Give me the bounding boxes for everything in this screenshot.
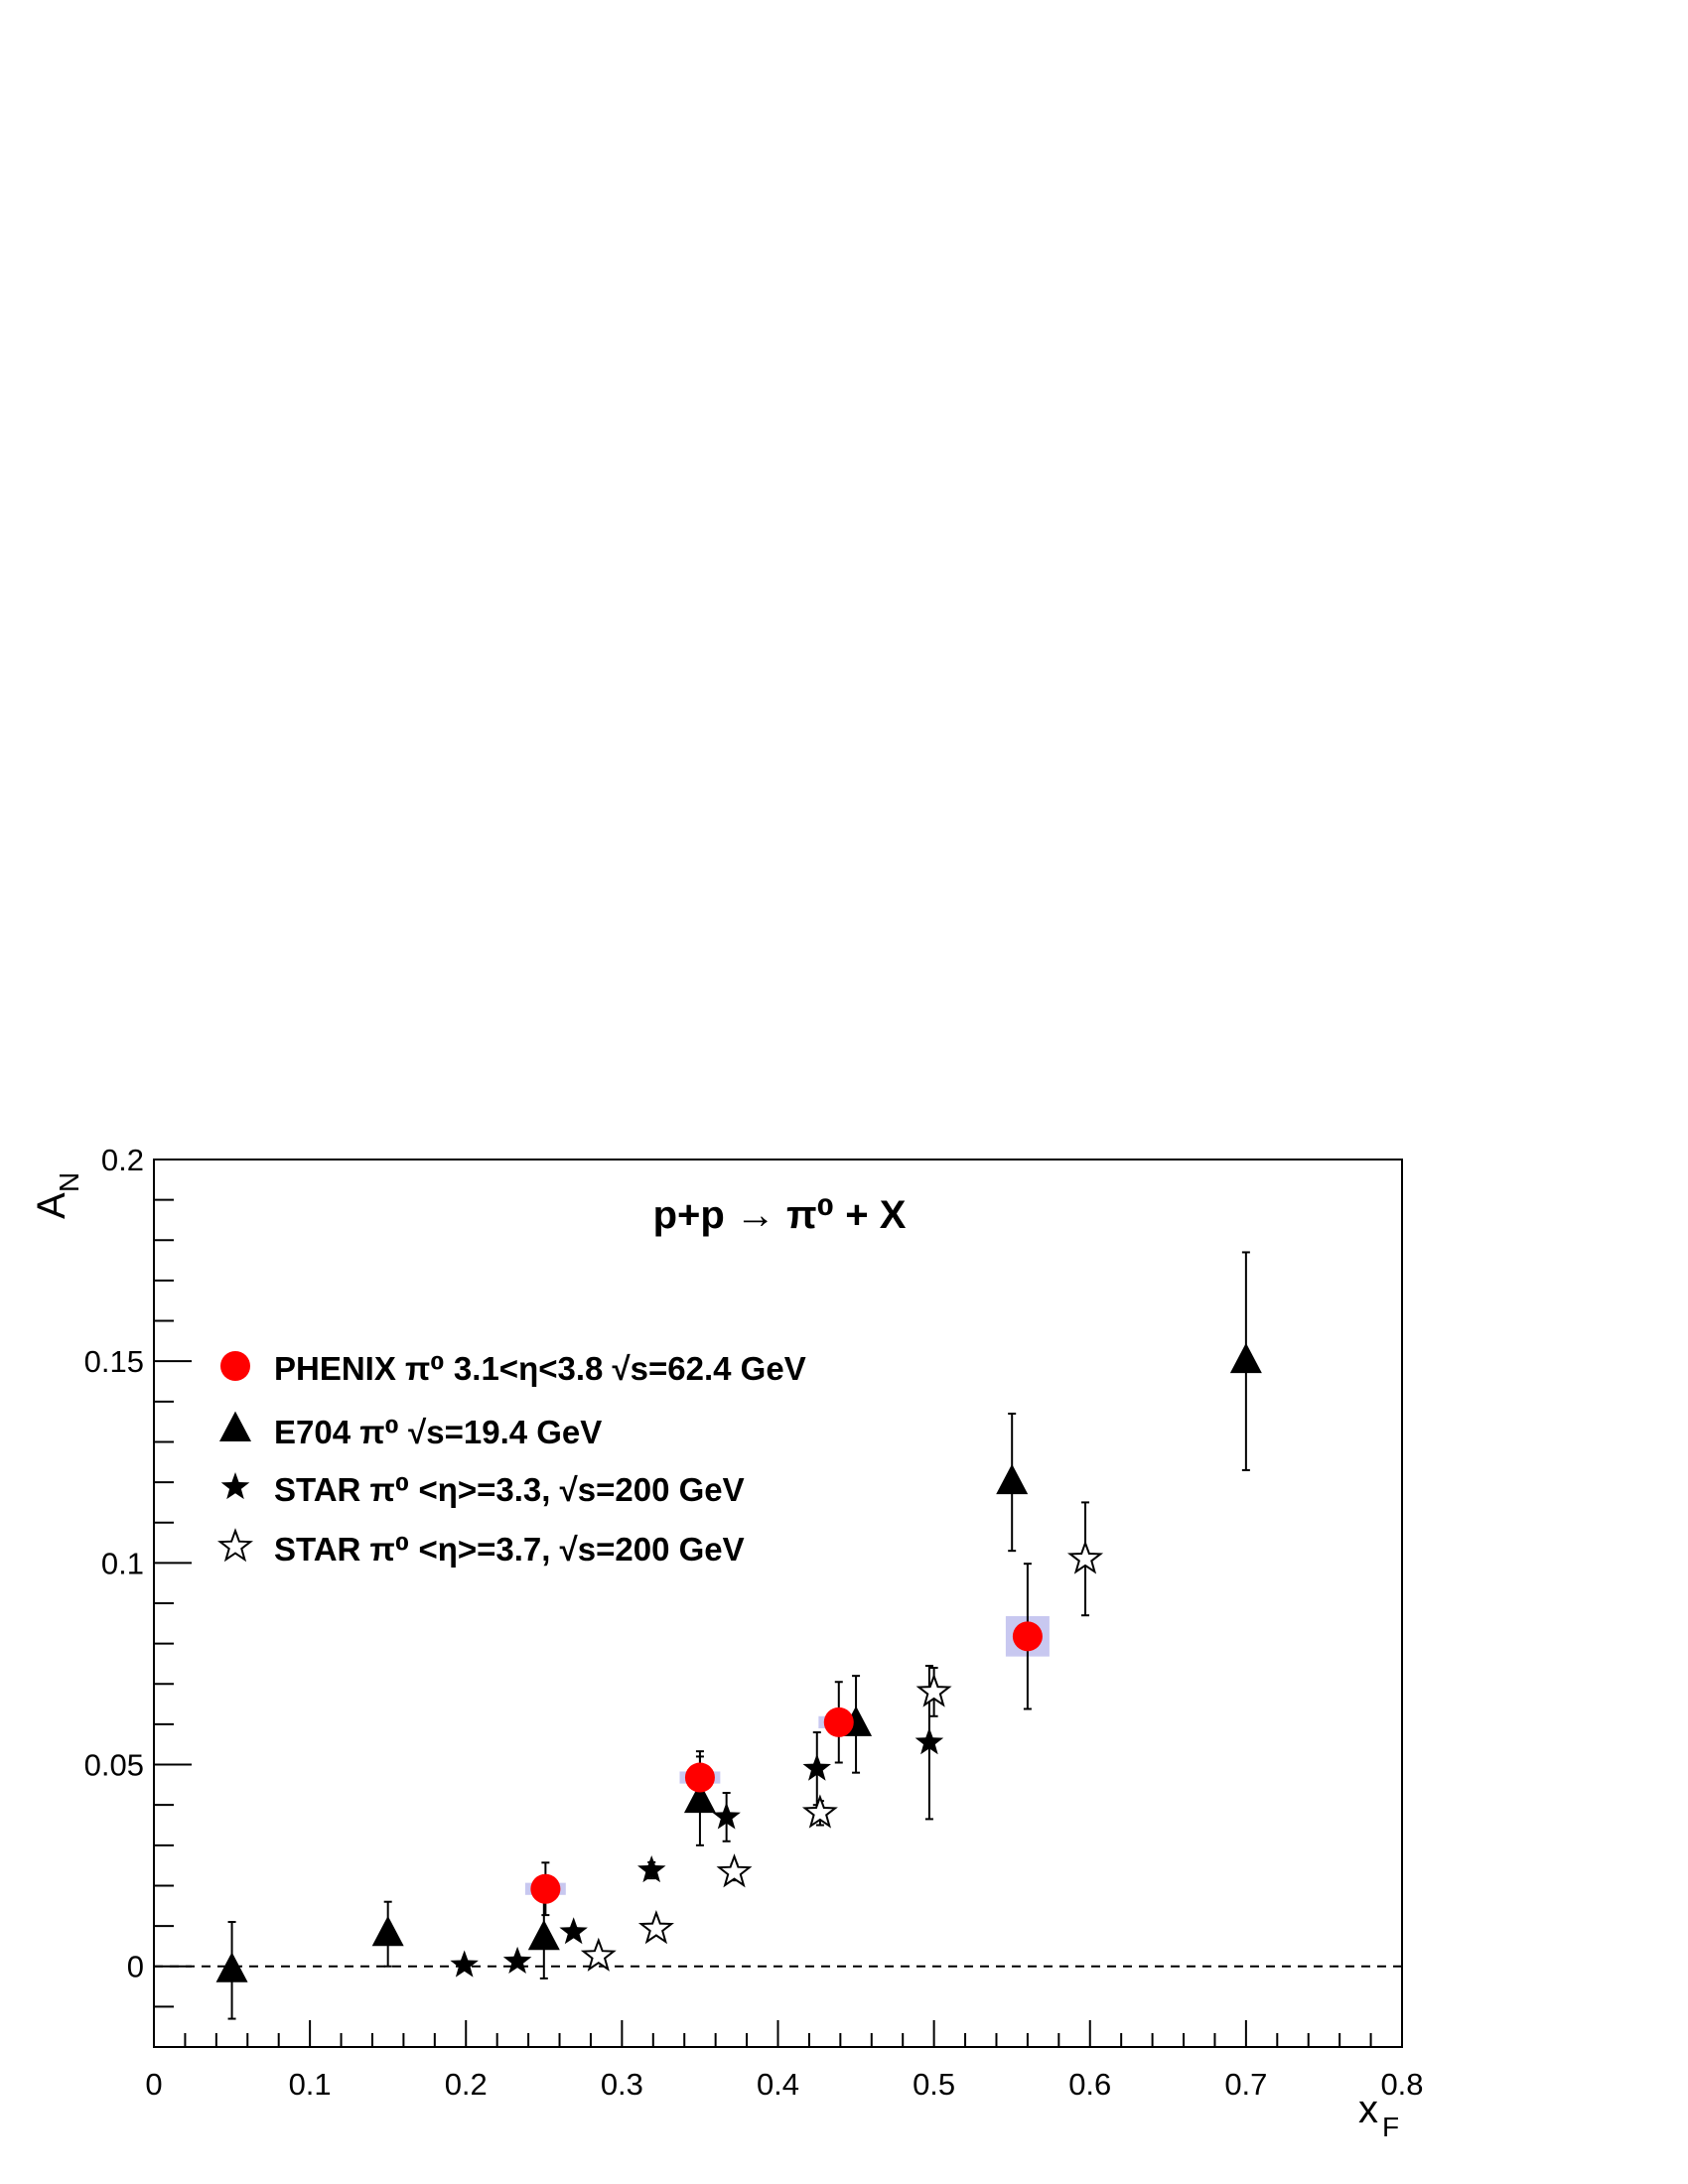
data-point xyxy=(371,1915,404,1947)
data-point xyxy=(530,1873,561,1904)
data-point xyxy=(559,1917,588,1945)
legend-label: STAR π⁰ <η>=3.3, √s=200 GeV xyxy=(274,1471,745,1508)
data-point xyxy=(1229,1342,1262,1374)
x-tick-label: 0.6 xyxy=(1068,2067,1111,2102)
x-axis-title: x xyxy=(1358,2088,1378,2131)
data-point xyxy=(915,1673,952,1707)
x-tick-label: 0.2 xyxy=(445,2067,488,2102)
y-tick-label: 0 xyxy=(127,1950,144,1984)
y-tick-label: 0.2 xyxy=(101,1143,144,1177)
axis-ticks: 0 0.1 0.2 0.3 0.4 0.5 0.6 0.7 0.8 0 0.05 0.1 0.15 0.2 xyxy=(84,1143,1424,2102)
data-point xyxy=(684,1762,715,1793)
x-axis-title-subscript: F xyxy=(1382,2112,1399,2142)
legend-marker xyxy=(220,1472,250,1500)
y-axis-title-subscript: N xyxy=(54,1172,84,1192)
chart-title: p+p → π⁰ + X xyxy=(653,1193,907,1237)
data-point xyxy=(712,1802,741,1830)
data-point xyxy=(683,1782,716,1814)
x-tick-label: 0.3 xyxy=(601,2067,643,2102)
y-tick-label: 0.15 xyxy=(84,1344,144,1379)
data-point xyxy=(801,1794,838,1829)
data-point xyxy=(716,1853,753,1888)
x-tick-label: 0.4 xyxy=(757,2067,799,2102)
x-tick-label: 0.1 xyxy=(289,2067,332,2102)
data-point xyxy=(914,1727,944,1755)
data-point xyxy=(1066,1540,1104,1574)
data-point xyxy=(637,1909,674,1945)
data-point xyxy=(1012,1621,1043,1652)
legend: PHENIX π⁰ 3.1<η<3.8 √s=62.4 GeV E704 π⁰ √… xyxy=(217,1350,806,1568)
legend-label: STAR π⁰ <η>=3.7, √s=200 GeV xyxy=(274,1531,745,1568)
legend-marker xyxy=(219,1411,251,1441)
data-point xyxy=(637,1855,666,1883)
x-tick-label: 0 xyxy=(145,2067,162,2102)
data-markers xyxy=(215,1342,1262,1982)
data-point xyxy=(215,1952,248,1982)
x-tick-label: 0.5 xyxy=(913,2067,955,2102)
data-point xyxy=(823,1706,854,1737)
plot-frame xyxy=(153,1159,1403,2048)
legend-marker xyxy=(220,1351,250,1381)
legend-label: E704 π⁰ √s=19.4 GeV xyxy=(274,1414,602,1450)
data-point xyxy=(996,1463,1029,1495)
data-point xyxy=(802,1753,831,1781)
data-point xyxy=(580,1937,617,1972)
x-tick-label: 0.8 xyxy=(1380,2067,1423,2102)
legend-label: PHENIX π⁰ 3.1<η<3.8 √s=62.4 GeV xyxy=(274,1350,806,1387)
y-axis-title-group: A N xyxy=(30,1172,84,1219)
y-tick-label: 0.1 xyxy=(101,1546,144,1580)
data-point xyxy=(450,1950,479,1978)
y-axis-title: A xyxy=(30,1192,73,1219)
y-tick-label: 0.05 xyxy=(84,1748,144,1783)
systematic-boxes xyxy=(524,1616,1050,1895)
data-point xyxy=(527,1919,560,1951)
legend-marker xyxy=(217,1528,253,1563)
x-tick-label: 0.7 xyxy=(1224,2067,1267,2102)
data-point xyxy=(502,1946,532,1974)
